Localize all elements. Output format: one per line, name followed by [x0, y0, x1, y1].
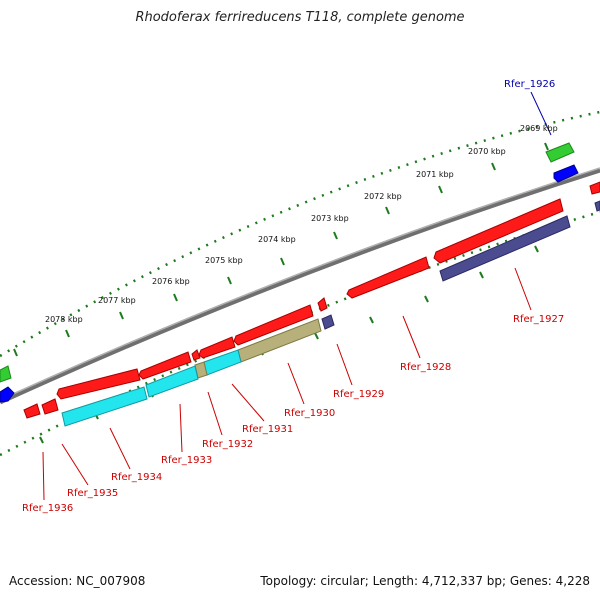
- scale-label-2069: 2069 kbp: [520, 124, 558, 133]
- outer-ticks: [13, 142, 549, 357]
- gene-label-rfer-1928[interactable]: Rfer_1928: [400, 362, 451, 373]
- gene-forward-rfer-1926-green[interactable]: [545, 142, 575, 163]
- gene-label-rfer-1931[interactable]: Rfer_1931: [242, 424, 293, 435]
- accession-text: Accession: NC_007908: [9, 574, 146, 588]
- genome-title: Rhodoferax ferrireducens T118, complete …: [135, 10, 465, 25]
- gene-label-rfer-1926[interactable]: Rfer_1926: [504, 79, 555, 90]
- scale-label-2073: 2073 kbp: [311, 214, 349, 223]
- gene-forward-right-edge[interactable]: [589, 181, 600, 195]
- gene-forward-rfer-1927[interactable]: [433, 198, 564, 264]
- gene-reverse-blue-1926[interactable]: [553, 164, 579, 183]
- reverse-genes: [0, 164, 600, 427]
- gene-reverse-left-blue[interactable]: [0, 386, 15, 403]
- gene-label-rfer-1930[interactable]: Rfer_1930: [284, 408, 335, 419]
- gene-reverse-right-edge[interactable]: [594, 200, 600, 212]
- label-leaders: [42, 91, 552, 501]
- gene-forward-rfer-1933[interactable]: [138, 351, 192, 380]
- genome-backbone: [0, 167, 600, 405]
- gene-cds-rfer-1933[interactable]: [145, 365, 199, 398]
- gene-cds-rfer-1929[interactable]: [321, 314, 335, 330]
- gene-forward-rfer-1936[interactable]: [23, 403, 41, 419]
- gene-forward-rfer-1934[interactable]: [56, 368, 141, 400]
- gene-label-rfer-1927[interactable]: Rfer_1927: [513, 314, 564, 325]
- gene-forward-left-green[interactable]: [0, 365, 12, 383]
- scale-label-2072: 2072 kbp: [364, 192, 402, 201]
- scale-labels: 2069 kbp 2070 kbp 2071 kbp 2072 kbp 2073…: [45, 124, 558, 324]
- summary-text: Topology: circular; Length: 4,712,337 bp…: [260, 574, 590, 588]
- gene-forward-rfer-1931[interactable]: [198, 336, 236, 359]
- scale-label-2070: 2070 kbp: [468, 147, 506, 156]
- gene-forward-rfer-1928[interactable]: [346, 256, 430, 299]
- forward-genes: [0, 142, 600, 419]
- gene-forward-rfer-1932[interactable]: [191, 349, 201, 361]
- gene-label-rfer-1932[interactable]: Rfer_1932: [202, 439, 253, 450]
- scale-label-2071: 2071 kbp: [416, 170, 454, 179]
- gene-forward-rfer-1929[interactable]: [317, 297, 328, 312]
- scale-label-2074: 2074 kbp: [258, 235, 296, 244]
- gene-label-rfer-1936[interactable]: Rfer_1936: [22, 503, 73, 514]
- scale-label-2078: 2078 kbp: [45, 315, 83, 324]
- gene-labels: Rfer_1926 Rfer_1927 Rfer_1928 Rfer_1929 …: [22, 79, 564, 514]
- scale-label-2077: 2077 kbp: [98, 296, 136, 305]
- scale-label-2076: 2076 kbp: [152, 277, 190, 286]
- gene-label-rfer-1933[interactable]: Rfer_1933: [161, 455, 212, 466]
- gene-label-rfer-1935[interactable]: Rfer_1935: [67, 488, 118, 499]
- gene-cds-rfer-1927[interactable]: [439, 215, 571, 282]
- scale-label-2075: 2075 kbp: [205, 256, 243, 265]
- gene-label-rfer-1934[interactable]: Rfer_1934: [111, 472, 162, 483]
- gene-cds-rfer-1934[interactable]: [61, 386, 148, 427]
- gene-forward-rfer-1935[interactable]: [41, 398, 59, 415]
- gene-forward-rfer-1930[interactable]: [233, 304, 314, 346]
- gene-label-rfer-1929[interactable]: Rfer_1929: [333, 389, 384, 400]
